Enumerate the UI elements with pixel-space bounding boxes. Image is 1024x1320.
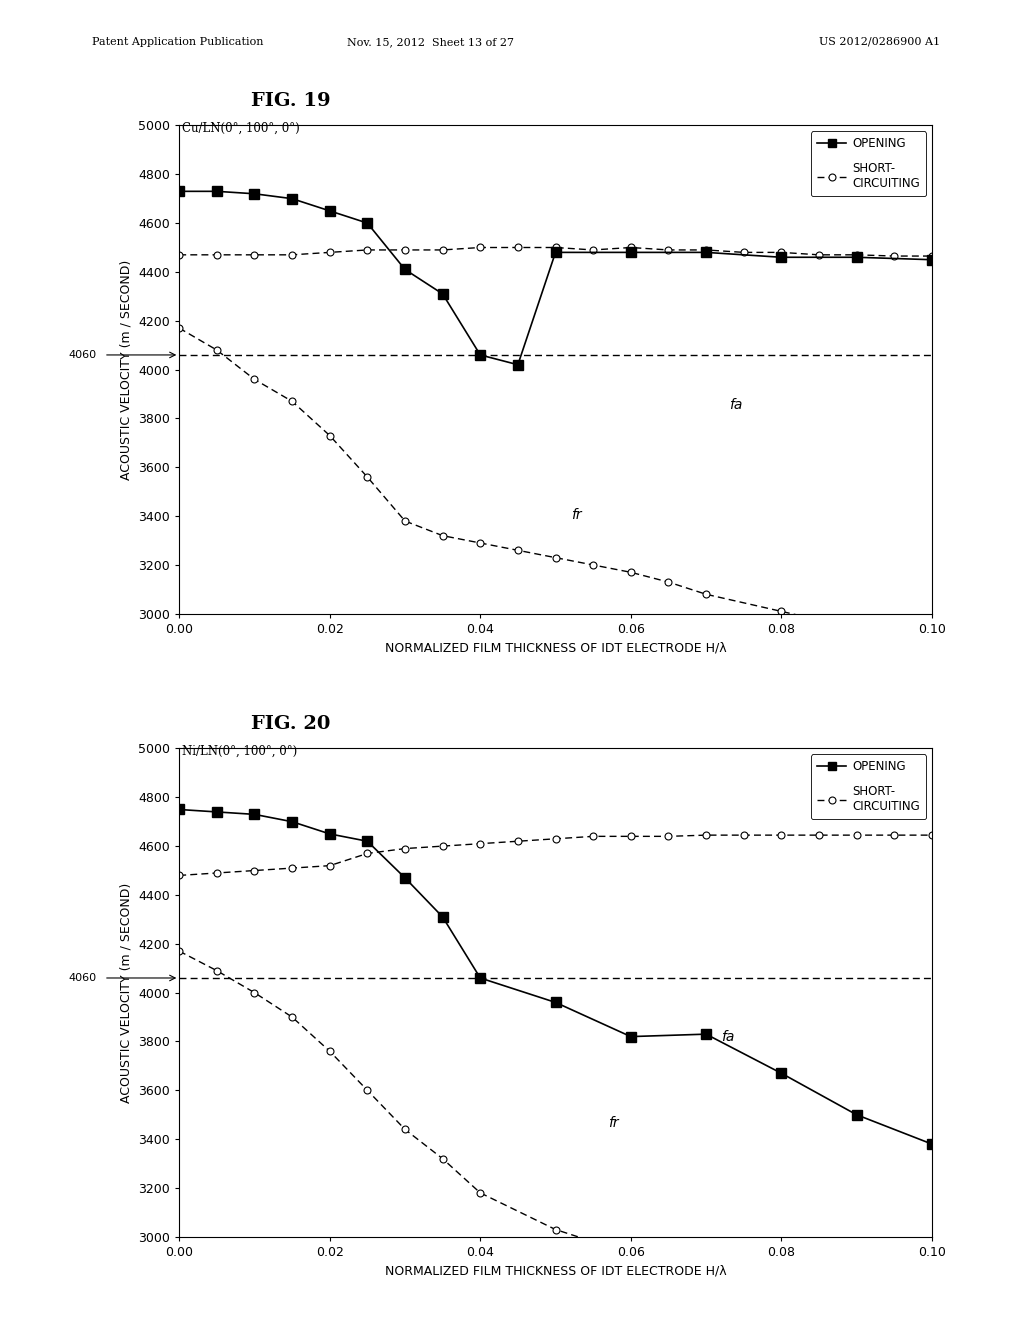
Text: FIG. 19: FIG. 19 — [251, 92, 331, 111]
Text: fr: fr — [608, 1115, 618, 1130]
Text: US 2012/0286900 A1: US 2012/0286900 A1 — [819, 37, 940, 48]
Text: fr: fr — [570, 508, 582, 521]
Text: fa: fa — [729, 397, 742, 412]
Text: Cu/LN(0°, 100°, 0°): Cu/LN(0°, 100°, 0°) — [182, 121, 300, 135]
Text: 4060: 4060 — [69, 350, 96, 360]
Text: 4060: 4060 — [69, 973, 96, 983]
Text: Ni/LN(0°, 100°, 0°): Ni/LN(0°, 100°, 0°) — [182, 744, 298, 758]
Legend: OPENING, SHORT-
CIRCUITING: OPENING, SHORT- CIRCUITING — [811, 754, 926, 818]
Text: Patent Application Publication: Patent Application Publication — [92, 37, 263, 48]
Y-axis label: ACOUSTIC VELOCITY (m / SECOND): ACOUSTIC VELOCITY (m / SECOND) — [120, 883, 133, 1102]
Text: Nov. 15, 2012  Sheet 13 of 27: Nov. 15, 2012 Sheet 13 of 27 — [346, 37, 514, 48]
Text: FIG. 20: FIG. 20 — [251, 715, 331, 734]
Legend: OPENING, SHORT-
CIRCUITING: OPENING, SHORT- CIRCUITING — [811, 131, 926, 195]
X-axis label: NORMALIZED FILM THICKNESS OF IDT ELECTRODE H/λ: NORMALIZED FILM THICKNESS OF IDT ELECTRO… — [385, 1265, 726, 1278]
Y-axis label: ACOUSTIC VELOCITY (m / SECOND): ACOUSTIC VELOCITY (m / SECOND) — [120, 260, 133, 479]
X-axis label: NORMALIZED FILM THICKNESS OF IDT ELECTRODE H/λ: NORMALIZED FILM THICKNESS OF IDT ELECTRO… — [385, 642, 726, 655]
Text: fa: fa — [721, 1031, 734, 1044]
